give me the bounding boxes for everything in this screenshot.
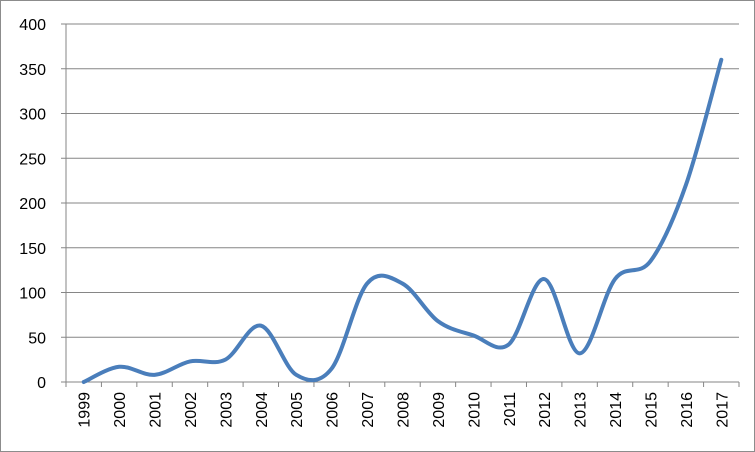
x-axis-tick-labels: 1999 2000 2001 2002 2003 2004 2005 2006 2007 2008… bbox=[77, 392, 732, 428]
x-tick-label: 2012 bbox=[537, 392, 554, 428]
x-tick-label: 2010 bbox=[466, 392, 483, 428]
y-tick-label: 300 bbox=[19, 107, 46, 124]
x-tick-label: 2004 bbox=[254, 392, 271, 428]
x-tick-label: 2009 bbox=[431, 392, 448, 428]
x-tick-label: 2017 bbox=[714, 392, 731, 428]
x-tick-label: 2003 bbox=[218, 392, 235, 428]
x-tick-label: 2002 bbox=[183, 392, 200, 428]
y-axis-tick-labels: 0 50 100 150 200 250 300 350 400 bbox=[19, 17, 46, 392]
y-tick-label: 200 bbox=[19, 196, 46, 213]
x-tick-label: 2015 bbox=[643, 392, 660, 428]
axes bbox=[61, 23, 740, 387]
x-tick-label: 2014 bbox=[608, 392, 625, 428]
x-tick-label: 2005 bbox=[289, 392, 306, 428]
x-tick-label: 2000 bbox=[112, 392, 129, 428]
x-tick-label: 2011 bbox=[502, 392, 519, 427]
y-tick-label: 100 bbox=[19, 286, 46, 303]
y-tick-label: 400 bbox=[19, 17, 46, 34]
x-tick-label: 2008 bbox=[396, 392, 413, 428]
y-tick-label: 50 bbox=[28, 330, 46, 347]
x-tick-label: 2001 bbox=[148, 392, 165, 428]
x-tick-label: 1999 bbox=[77, 392, 94, 428]
x-tick-label: 2016 bbox=[679, 392, 696, 428]
x-tick-label: 2006 bbox=[325, 392, 342, 428]
x-tick-label: 2013 bbox=[573, 392, 590, 428]
y-tick-label: 250 bbox=[19, 151, 46, 168]
series-group bbox=[81, 57, 724, 384]
x-tick-label: 2007 bbox=[360, 392, 377, 428]
y-tick-label: 350 bbox=[19, 62, 46, 79]
y-tick-label: 150 bbox=[19, 241, 46, 258]
series-line-0 bbox=[81, 57, 724, 384]
gridlines bbox=[66, 23, 739, 338]
y-tick-label: 0 bbox=[37, 375, 46, 392]
